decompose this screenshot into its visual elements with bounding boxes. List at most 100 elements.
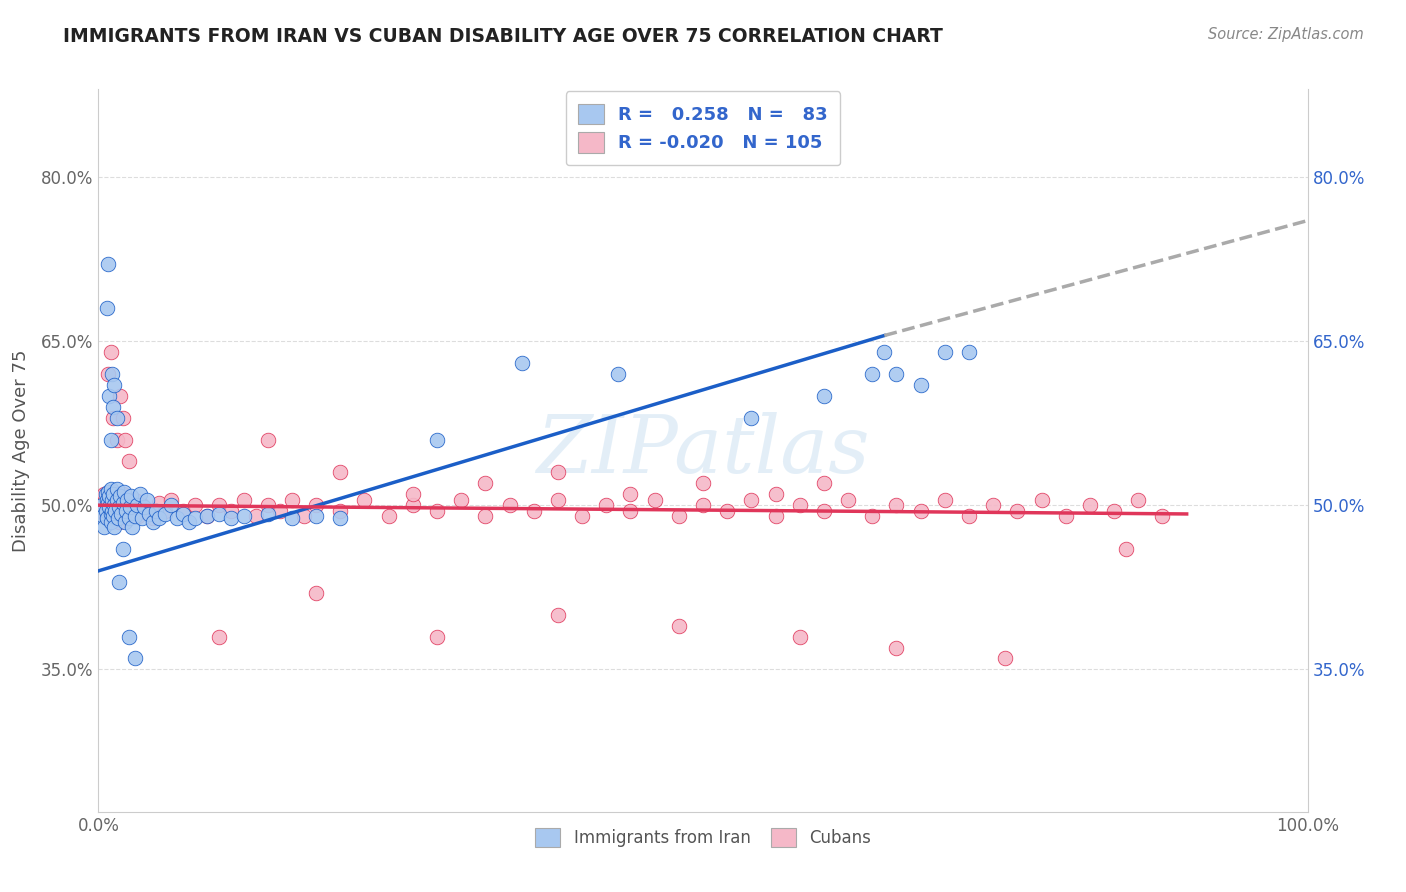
Point bbox=[329, 466, 352, 480]
Point bbox=[716, 503, 738, 517]
Point bbox=[98, 490, 121, 504]
Point bbox=[619, 503, 641, 517]
Point bbox=[100, 482, 122, 496]
Point bbox=[111, 496, 134, 510]
Point bbox=[153, 503, 176, 517]
Point bbox=[305, 509, 328, 524]
Point bbox=[100, 511, 122, 525]
Point bbox=[118, 496, 141, 510]
Point bbox=[100, 507, 122, 521]
Point bbox=[98, 490, 121, 504]
Point bbox=[256, 433, 278, 447]
Point bbox=[934, 492, 956, 507]
Point bbox=[256, 507, 278, 521]
Point bbox=[607, 367, 630, 381]
Point bbox=[91, 498, 114, 512]
Point bbox=[111, 487, 134, 501]
Point bbox=[172, 503, 194, 517]
Point bbox=[114, 498, 136, 512]
Point bbox=[1152, 509, 1174, 524]
Point bbox=[91, 498, 114, 512]
Point bbox=[101, 410, 124, 425]
Point bbox=[981, 498, 1004, 512]
Point bbox=[692, 476, 714, 491]
Point bbox=[117, 492, 139, 507]
Point bbox=[100, 492, 122, 507]
Point bbox=[97, 496, 120, 510]
Point bbox=[100, 496, 122, 510]
Point bbox=[142, 511, 165, 525]
Text: ZIPatlas: ZIPatlas bbox=[536, 412, 870, 489]
Point bbox=[91, 509, 114, 524]
Point bbox=[103, 520, 125, 534]
Point bbox=[160, 492, 183, 507]
Point bbox=[860, 509, 883, 524]
Point bbox=[1128, 492, 1150, 507]
Point bbox=[1054, 509, 1077, 524]
Point bbox=[108, 574, 131, 589]
Point bbox=[93, 520, 115, 534]
Point bbox=[131, 511, 153, 525]
Point bbox=[1007, 503, 1029, 517]
Point bbox=[765, 487, 787, 501]
Point bbox=[97, 257, 120, 271]
Point bbox=[305, 586, 328, 600]
Point bbox=[765, 509, 787, 524]
Point bbox=[957, 345, 980, 359]
Point bbox=[103, 500, 125, 515]
Point bbox=[232, 492, 254, 507]
Point bbox=[269, 503, 291, 517]
Point bbox=[377, 509, 399, 524]
Point bbox=[860, 367, 883, 381]
Point bbox=[547, 607, 569, 622]
Point bbox=[124, 651, 146, 665]
Point bbox=[96, 301, 118, 315]
Point bbox=[740, 492, 762, 507]
Point bbox=[115, 503, 138, 517]
Point bbox=[114, 433, 136, 447]
Point bbox=[292, 509, 315, 524]
Point bbox=[112, 509, 135, 524]
Point bbox=[813, 476, 835, 491]
Point bbox=[100, 515, 122, 529]
Point bbox=[329, 503, 352, 517]
Point bbox=[934, 345, 956, 359]
Point bbox=[450, 492, 472, 507]
Point bbox=[101, 487, 124, 501]
Point bbox=[142, 515, 165, 529]
Point bbox=[184, 511, 207, 525]
Point bbox=[101, 509, 124, 524]
Point bbox=[873, 345, 896, 359]
Point bbox=[127, 498, 149, 512]
Point bbox=[100, 433, 122, 447]
Point bbox=[994, 651, 1017, 665]
Point bbox=[120, 490, 142, 504]
Point bbox=[166, 511, 188, 525]
Point bbox=[813, 389, 835, 403]
Point bbox=[329, 511, 352, 525]
Point bbox=[221, 511, 243, 525]
Point bbox=[111, 410, 134, 425]
Point bbox=[910, 377, 932, 392]
Point bbox=[131, 498, 153, 512]
Point bbox=[426, 503, 449, 517]
Point bbox=[118, 511, 141, 525]
Point bbox=[111, 541, 134, 556]
Point bbox=[93, 487, 115, 501]
Point bbox=[571, 509, 593, 524]
Point bbox=[135, 503, 157, 517]
Point bbox=[1031, 492, 1053, 507]
Point bbox=[619, 487, 641, 501]
Point bbox=[145, 503, 167, 517]
Point bbox=[112, 485, 135, 500]
Point bbox=[221, 503, 243, 517]
Point bbox=[98, 389, 121, 403]
Point bbox=[232, 509, 254, 524]
Point bbox=[184, 498, 207, 512]
Point bbox=[402, 498, 425, 512]
Point bbox=[1102, 503, 1125, 517]
Point bbox=[886, 367, 908, 381]
Point bbox=[118, 454, 141, 468]
Point bbox=[98, 500, 121, 515]
Point bbox=[498, 498, 520, 512]
